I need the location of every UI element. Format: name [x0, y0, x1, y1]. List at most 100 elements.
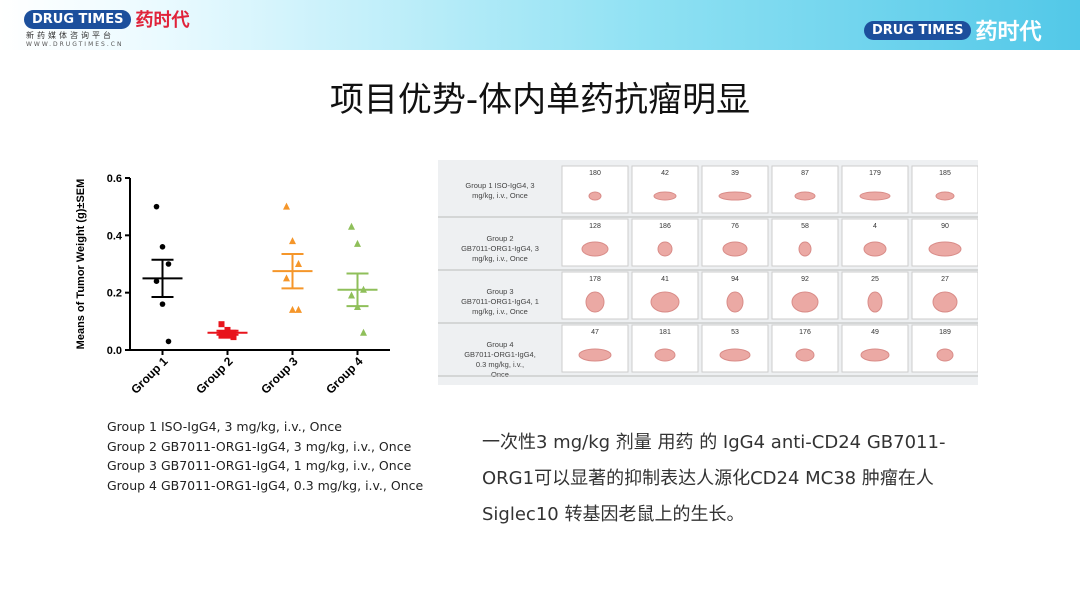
point [354, 239, 361, 247]
specimen-id: 181 [659, 329, 671, 336]
tumor [936, 348, 954, 362]
specimen-id: 4 [873, 223, 877, 230]
point [283, 202, 290, 210]
tumor [653, 191, 677, 201]
logo-pill: DRUG TIMES [864, 20, 972, 40]
point [283, 274, 290, 282]
specimen-id: 186 [659, 223, 671, 230]
point [159, 301, 166, 307]
specimen-id: 185 [939, 170, 951, 177]
point [159, 244, 166, 250]
specimen-id: 27 [941, 276, 949, 283]
legend-item: Group 4 GB7011-ORG1-IgG4, 0.3 mg/kg, i.v… [107, 477, 424, 493]
tumor [794, 191, 816, 201]
x-tick-label: Group 2 [193, 354, 236, 397]
specimen-id: 76 [731, 223, 739, 230]
specimen-id: 49 [871, 329, 879, 336]
point [295, 260, 302, 267]
specimen-id: 178 [589, 276, 601, 283]
tumor [581, 241, 609, 257]
cell [561, 165, 629, 214]
point [218, 321, 225, 328]
y-tick-label: 0.6 [107, 173, 122, 185]
specimen-id: 39 [731, 170, 739, 177]
specimen-id: 128 [589, 223, 601, 230]
url: WWW.DRUGTIMES.CN [26, 41, 124, 48]
logo-left: DRUG TIMES 药时代 [24, 6, 189, 32]
logo-cn: 药时代 [975, 20, 1042, 45]
specimen-id: 42 [661, 170, 669, 177]
tumor [718, 191, 752, 201]
specimen-id: 189 [939, 329, 951, 336]
x-tick-label: Group 4 [323, 354, 366, 397]
row-label: Group 3 GB7011-ORG1-IgG4, 1 mg/kg, i.v., O… [461, 287, 539, 316]
point [295, 305, 302, 313]
y-tick-label: 0.2 [107, 288, 122, 300]
specimen-id: 176 [799, 329, 811, 336]
y-tick-label: 0.4 [107, 230, 123, 242]
tumor [932, 291, 958, 313]
y-tick-label: 0.0 [107, 345, 122, 357]
logo-cn: 药时代 [135, 10, 190, 31]
point [348, 222, 355, 230]
tumor [863, 241, 887, 257]
x-tick-label: Group 1 [128, 354, 171, 397]
tumor [650, 291, 680, 313]
cell [701, 165, 769, 214]
point [165, 261, 172, 267]
row-label: Group 4 GB7011-ORG1-IgG4, 0.3 mg/kg, i.v.,… [464, 340, 536, 379]
specimen-id: 87 [801, 170, 809, 177]
paragraph: 一次性3 mg/kg 剂量 用药 的 IgG4 anti-CD24 GB7011… [482, 432, 946, 525]
tumor [657, 241, 673, 257]
point [165, 338, 172, 345]
tumor [791, 291, 819, 313]
tumor [859, 191, 891, 201]
point [360, 328, 367, 336]
tumor [722, 241, 748, 257]
tumor [867, 291, 883, 313]
cell [911, 165, 978, 214]
tumor [585, 291, 605, 313]
point [153, 278, 160, 285]
tumor [654, 348, 676, 362]
specimen-id: 25 [871, 276, 879, 283]
tumor [798, 241, 812, 257]
legend: Group 1 ISO-IgG4, 3 mg/kg, i.v., Once Gro… [107, 417, 423, 495]
tumor [578, 348, 612, 362]
tumor [795, 348, 815, 362]
legend-item: Group 1 ISO-IgG4, 3 mg/kg, i.v., Once [107, 419, 342, 434]
specimen-id: 53 [731, 329, 739, 336]
tumor [928, 241, 962, 257]
y-axis-label: Means of Tumor Weight (g)±SEM [75, 179, 87, 350]
specimen-id: 92 [801, 276, 809, 283]
photo-table: Group 1 ISO-IgG4, 3 mg/kg, i.v., Once 180 4… [438, 160, 978, 385]
tumor [726, 291, 744, 313]
row-label: Group 1 ISO-IgG4, 3 mg/kg, i.v., Once [465, 181, 534, 200]
specimen-id: 90 [941, 223, 949, 230]
tumor [935, 191, 955, 201]
point [289, 237, 296, 245]
specimen-id: 180 [589, 170, 601, 177]
specimen-id: 179 [869, 170, 881, 177]
cell [631, 165, 699, 214]
specimen-id: 94 [731, 276, 739, 283]
cell [841, 165, 909, 214]
row-label: Group 2 GB7011-ORG1-IgG4, 3 mg/kg, i.v., O… [461, 234, 539, 263]
point [230, 334, 237, 341]
tagline: 新药媒体咨询平台 [26, 31, 114, 40]
legend-item: Group 2 GB7011-ORG1-IgG4, 3 mg/kg, i.v.,… [107, 438, 412, 454]
point [348, 291, 355, 299]
slide-title: 项目优势-体内单药抗瘤明显 [329, 80, 751, 120]
legend-item: Group 3 GB7011-ORG1-IgG4, 1 mg/kg, i.v.,… [107, 458, 412, 473]
tumor [719, 348, 751, 362]
logo-pill: DRUG TIMES [24, 9, 132, 29]
logo-right: DRUG TIMES 药时代 [864, 14, 1041, 46]
cell [771, 165, 839, 214]
specimen-id: 58 [801, 223, 809, 230]
x-tick-label: Group 3 [258, 354, 301, 397]
chart: Means of Tumor Weight (g)±SEM 0.0 0.2 0.4 0… [75, 173, 390, 397]
tumor [588, 191, 602, 201]
tumor [860, 348, 890, 362]
specimen-id: 47 [591, 329, 599, 336]
